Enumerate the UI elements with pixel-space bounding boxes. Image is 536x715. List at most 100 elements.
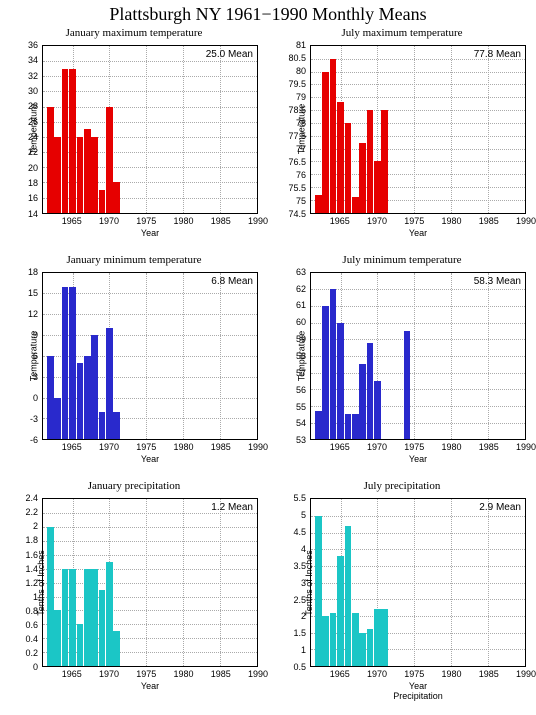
x-tick-label: 1990: [516, 669, 536, 679]
y-tick-label: 79: [296, 92, 306, 102]
chart-title: January maximum temperature: [0, 27, 268, 39]
x-tick-label: 1965: [62, 442, 82, 452]
x-axis-label: Year: [409, 681, 427, 691]
y-tick-label: 5.5: [293, 493, 306, 503]
y-tick-label: 81: [296, 40, 306, 50]
plot-wrap: 74.57575.57676.57777.57878.57979.58080.5…: [310, 45, 526, 214]
y-tick-label: 79.5: [288, 79, 306, 89]
bar: [381, 609, 388, 666]
y-tick-label: 75.5: [288, 183, 306, 193]
bar: [337, 556, 344, 666]
bar: [113, 182, 120, 212]
x-tick-label: 1970: [367, 442, 387, 452]
bar: [374, 609, 381, 666]
bar: [84, 569, 91, 666]
bar: [367, 343, 374, 440]
bar: [99, 590, 106, 666]
bar: [337, 102, 344, 212]
y-tick-label: 32: [28, 71, 38, 81]
plot-wrap: 0.511.522.533.544.555.519651970197519801…: [310, 498, 526, 667]
bar: [345, 123, 352, 213]
y-tick-label: 5: [301, 510, 306, 520]
y-tick-label: 61: [296, 300, 306, 310]
x-tick-label: 1980: [174, 669, 194, 679]
x-tick-label: 1985: [211, 216, 231, 226]
bar: [367, 110, 374, 213]
y-tick-label: 62: [296, 284, 306, 294]
y-tick-label: 56: [296, 385, 306, 395]
bar: [91, 335, 98, 439]
bar: [47, 356, 54, 439]
y-tick-label: 0: [33, 662, 38, 672]
bar: [69, 569, 76, 666]
x-tick-label: 1985: [479, 216, 499, 226]
x-tick-label: 1985: [211, 669, 231, 679]
x-tick-label: 1990: [248, 669, 268, 679]
plot-area: 77.8 Mean: [310, 45, 526, 214]
bar: [62, 69, 69, 213]
bar: [113, 412, 120, 440]
chart-cell: January maximum temperature1416182022242…: [0, 25, 268, 252]
plot-area: 2.9 Mean: [310, 498, 526, 667]
mean-label: 77.8 Mean: [474, 49, 521, 60]
y-tick-label: 54: [296, 418, 306, 428]
chart-cell: January precipitation00.20.40.60.811.21.…: [0, 478, 268, 705]
y-tick-label: 18: [28, 267, 38, 277]
y-tick-label: 0: [33, 393, 38, 403]
x-axis-label: Year: [141, 681, 159, 691]
y-axis-label: Tenths of Inches: [304, 550, 314, 616]
bar: [62, 569, 69, 666]
y-tick-label: 34: [28, 55, 38, 65]
chart-title: January minimum temperature: [0, 254, 268, 266]
chart-title: July precipitation: [268, 480, 536, 492]
bar: [330, 289, 337, 439]
y-tick-label: 76: [296, 170, 306, 180]
x-tick-label: 1975: [404, 442, 424, 452]
y-tick-label: -3: [30, 414, 38, 424]
y-tick-label: 63: [296, 267, 306, 277]
x-tick-label: 1990: [248, 216, 268, 226]
bar: [99, 190, 106, 213]
y-tick-label: 55: [296, 402, 306, 412]
y-tick-label: 80.5: [288, 53, 306, 63]
x-tick-label: 1965: [330, 669, 350, 679]
y-tick-label: 0.6: [25, 620, 38, 630]
bar: [106, 562, 113, 666]
y-tick-label: 12: [28, 309, 38, 319]
bar: [54, 398, 61, 440]
mean-label: 6.8 Mean: [211, 276, 253, 287]
y-tick-label: 75: [296, 196, 306, 206]
y-tick-label: 80: [296, 66, 306, 76]
x-tick-label: 1965: [330, 442, 350, 452]
bar: [113, 631, 120, 666]
x-tick-label: 1975: [136, 442, 156, 452]
x-tick-label: 1990: [516, 442, 536, 452]
mean-label: 2.9 Mean: [479, 502, 521, 513]
y-axis-label: Temperature: [28, 331, 38, 382]
y-tick-label: 15: [28, 288, 38, 298]
bar: [345, 526, 352, 666]
bar: [84, 129, 91, 212]
bar: [315, 411, 322, 439]
y-tick-label: 1: [301, 645, 306, 655]
x-tick-label: 1970: [99, 669, 119, 679]
bar: [322, 72, 329, 213]
chart-cell: July precipitation 0.511.522.533.544.555.…: [268, 478, 536, 705]
bar: [330, 59, 337, 213]
bar: [359, 143, 366, 212]
chart-cell: January minimum temperature-6-3036912151…: [0, 252, 268, 479]
bar: [91, 137, 98, 213]
bar: [315, 195, 322, 213]
bar: [47, 107, 54, 213]
x-axis-label: Year: [141, 228, 159, 238]
bar: [77, 137, 84, 213]
y-tick-label: 0.4: [25, 634, 38, 644]
bar: [315, 516, 322, 666]
y-tick-label: 60: [296, 317, 306, 327]
x-tick-label: 1980: [442, 669, 462, 679]
x-tick-label: 1985: [479, 669, 499, 679]
y-axis-label: Temperature: [296, 104, 306, 155]
bar: [47, 527, 54, 666]
y-tick-label: 53: [296, 435, 306, 445]
y-tick-label: 20: [28, 163, 38, 173]
